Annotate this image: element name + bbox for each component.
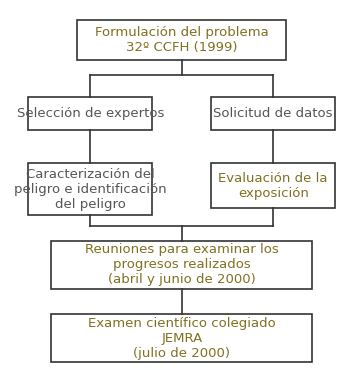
Text: Formulación del problema
32º CCFH (1999): Formulación del problema 32º CCFH (1999) xyxy=(95,26,269,54)
FancyBboxPatch shape xyxy=(51,314,312,362)
Text: Evaluación de la
exposición: Evaluación de la exposición xyxy=(219,171,328,200)
Text: Selección de expertos: Selección de expertos xyxy=(17,107,164,120)
FancyBboxPatch shape xyxy=(211,163,335,208)
FancyBboxPatch shape xyxy=(211,97,335,130)
Text: Caracterización del
peligro e identificación
del peligro: Caracterización del peligro e identifica… xyxy=(14,168,167,211)
Text: Reuniones para examinar los
progresos realizados
(abril y junio de 2000): Reuniones para examinar los progresos re… xyxy=(85,243,279,286)
Text: Solicitud de datos: Solicitud de datos xyxy=(213,107,333,120)
FancyBboxPatch shape xyxy=(77,20,286,60)
FancyBboxPatch shape xyxy=(51,241,312,289)
Text: Examen científico colegiado
JEMRA
(julio de 2000): Examen científico colegiado JEMRA (julio… xyxy=(88,317,276,360)
FancyBboxPatch shape xyxy=(28,97,152,130)
FancyBboxPatch shape xyxy=(28,163,152,215)
